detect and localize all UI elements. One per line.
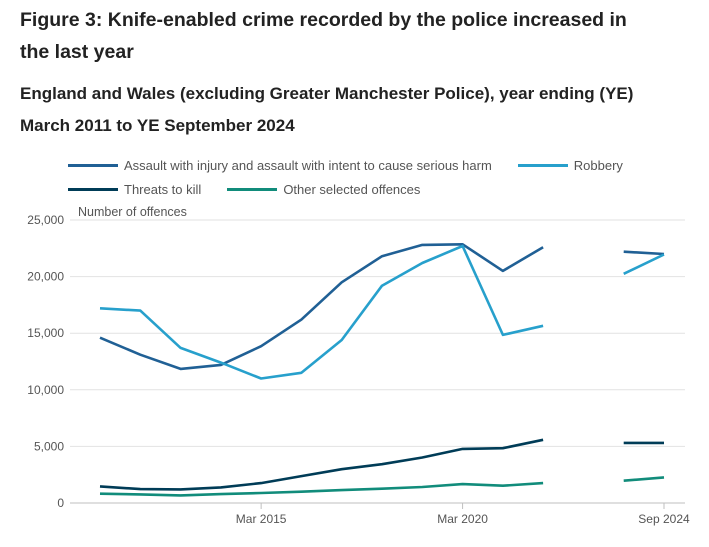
- legend-label: Other selected offences: [283, 181, 421, 197]
- y-tick-label: 10,000: [27, 383, 64, 397]
- series-line-3: [99, 476, 665, 497]
- legend-item-other[interactable]: Other selected offences: [227, 182, 420, 197]
- legend-swatch: [517, 163, 568, 167]
- y-tick-label: 25,000: [27, 213, 64, 227]
- legend-label: Assault with injury and assault with int…: [124, 157, 492, 173]
- y-tick-label: 15,000: [27, 326, 64, 340]
- legend-swatch: [227, 187, 278, 191]
- legend-swatch: [68, 187, 118, 191]
- y-tick-label: 5,000: [34, 439, 64, 453]
- y-tick-label: 0: [57, 496, 64, 510]
- y-tick-label: 20,000: [27, 270, 64, 284]
- series-line-1: [99, 244, 665, 380]
- legend-item-robbery[interactable]: Robbery: [517, 157, 623, 173]
- series-line-0: [99, 243, 665, 371]
- series-line-2: [99, 438, 664, 491]
- x-tick-label: Mar 2015: [236, 512, 287, 526]
- legend-item-assault[interactable]: Assault with injury and assault with int…: [68, 158, 492, 173]
- chart-subtitle: England and Wales (excluding Greater Man…: [20, 84, 634, 135]
- legend-label: Threats to kill: [124, 181, 202, 197]
- x-tick-label: Mar 2020: [437, 512, 488, 526]
- legend-item-threats[interactable]: Threats to kill: [68, 182, 201, 197]
- legend-label: Robbery: [573, 157, 623, 173]
- x-tick-label: Sep 2024: [638, 512, 690, 526]
- chart-title: Figure 3: Knife-enabled crime recorded b…: [20, 9, 627, 63]
- legend: Assault with injury and assault with int…: [68, 153, 688, 201]
- legend-swatch: [68, 163, 118, 167]
- y-axis-label: Number of offences: [78, 205, 187, 219]
